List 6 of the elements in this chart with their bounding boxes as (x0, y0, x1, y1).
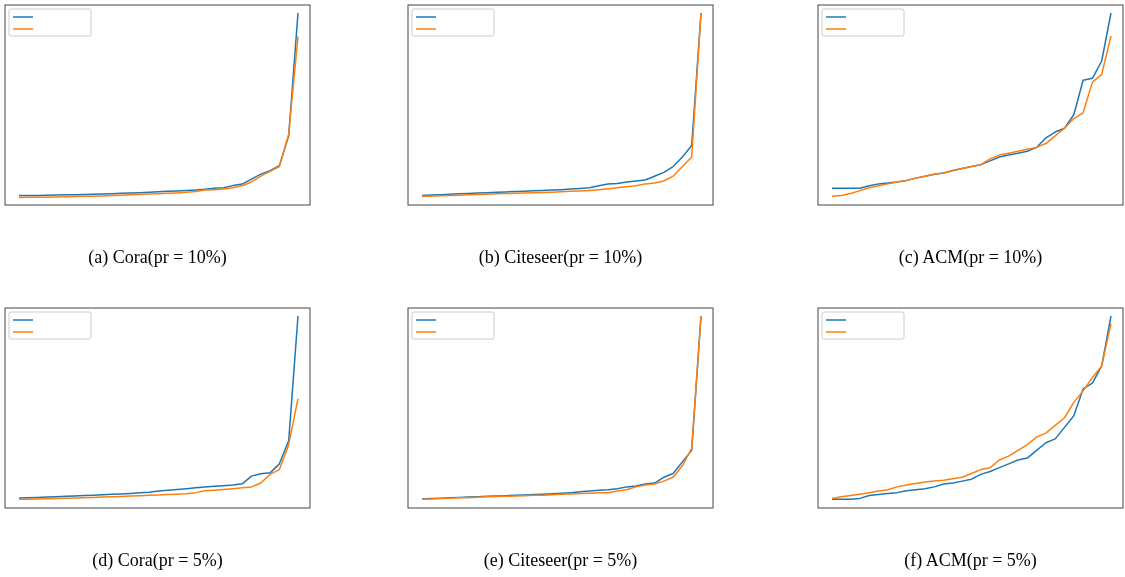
text: (e) Citeseer(pr = 5%) (483, 550, 638, 571)
text: (c) ACM(pr = 10%) (898, 247, 1043, 268)
text: (a) Cora(pr = 10%) (88, 247, 227, 268)
text: (b) Citeseer(pr = 10%) (478, 247, 643, 268)
text: (f) ACM(pr = 5%) (904, 550, 1037, 571)
text: (d) Cora(pr = 5%) (92, 550, 223, 571)
